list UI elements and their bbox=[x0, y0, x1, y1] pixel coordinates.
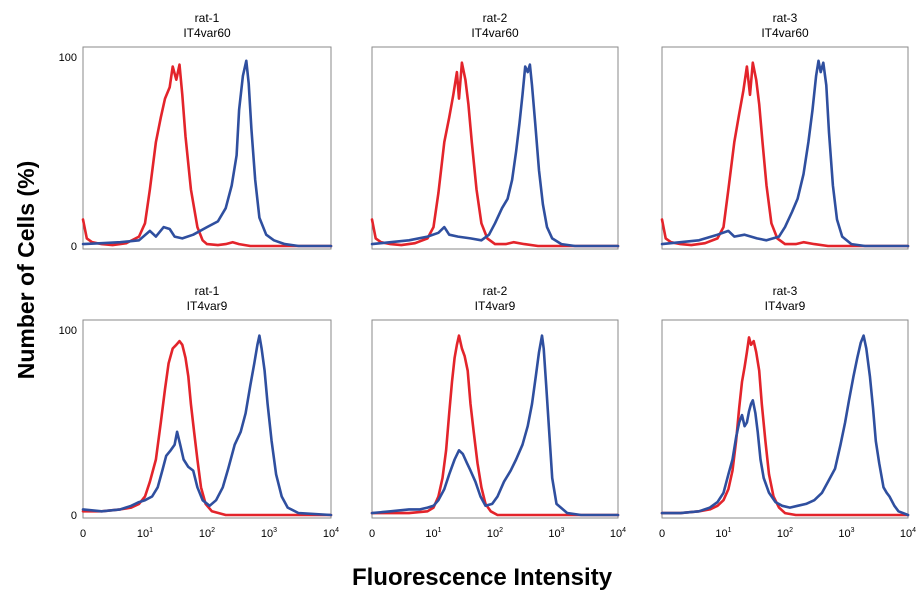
x-tick-label: 104 bbox=[323, 527, 339, 540]
x-tick-label: 104 bbox=[900, 527, 916, 540]
x-tick-label: 103 bbox=[548, 527, 564, 540]
blue-series-line bbox=[81, 59, 333, 248]
red-series-line bbox=[81, 339, 333, 517]
x-tick-exponent: 4 bbox=[622, 527, 626, 534]
x-axis-label: Fluorescence Intensity bbox=[352, 564, 613, 591]
blue-series-line bbox=[81, 334, 333, 517]
x-tick-exponent: 3 bbox=[273, 527, 277, 534]
panel-title-line1: rat-3 bbox=[773, 11, 798, 25]
x-tick-exponent: 1 bbox=[149, 527, 153, 534]
x-tick-label: 101 bbox=[425, 527, 441, 540]
x-tick-label: 103 bbox=[261, 527, 277, 540]
red-series-line bbox=[660, 336, 910, 517]
panel-frame bbox=[371, 46, 619, 250]
panel-title-line1: rat-2 bbox=[483, 11, 508, 25]
panel-title-line1: rat-2 bbox=[483, 284, 508, 298]
panel-title-line2: IT4var60 bbox=[183, 26, 231, 40]
blue-series-line bbox=[370, 334, 620, 517]
panel-frame bbox=[371, 319, 619, 519]
x-tick-label: 103 bbox=[838, 527, 854, 540]
y-tick-label: 0 bbox=[71, 510, 77, 522]
panel-frame bbox=[82, 46, 332, 250]
y-tick-label: 0 bbox=[71, 241, 77, 253]
red-series-line bbox=[660, 61, 910, 248]
panel-title-line2: IT4var60 bbox=[471, 26, 519, 40]
panel-frame bbox=[661, 319, 909, 519]
blue-series-line bbox=[660, 59, 910, 248]
x-tick-exponent: 4 bbox=[335, 527, 339, 534]
y-tick-label: 100 bbox=[59, 52, 77, 64]
red-series-line bbox=[370, 334, 620, 517]
panel-title-line2: IT4var9 bbox=[765, 299, 806, 313]
red-series-line bbox=[370, 61, 620, 248]
panel-title-line2: IT4var60 bbox=[761, 26, 809, 40]
panel-title-line1: rat-1 bbox=[195, 284, 220, 298]
y-axis-label: Number of Cells (%) bbox=[13, 161, 39, 380]
panel-title-line2: IT4var9 bbox=[475, 299, 516, 313]
blue-series-line bbox=[370, 63, 620, 248]
x-tick-exponent: 2 bbox=[499, 527, 503, 534]
x-tick-exponent: 4 bbox=[912, 527, 916, 534]
red-series-line bbox=[81, 63, 333, 248]
x-tick-label: 0 bbox=[369, 528, 375, 540]
panel-title-line1: rat-3 bbox=[773, 284, 798, 298]
x-tick-label: 101 bbox=[715, 527, 731, 540]
x-tick-label: 104 bbox=[610, 527, 626, 540]
panel-frame bbox=[82, 319, 332, 519]
x-tick-exponent: 1 bbox=[438, 527, 442, 534]
x-tick-label: 102 bbox=[487, 527, 503, 540]
x-tick-label: 102 bbox=[777, 527, 793, 540]
y-tick-label: 100 bbox=[59, 325, 77, 337]
panel-title-line1: rat-1 bbox=[195, 11, 220, 25]
x-tick-label: 0 bbox=[80, 528, 86, 540]
x-tick-exponent: 3 bbox=[561, 527, 565, 534]
x-tick-label: 101 bbox=[137, 527, 153, 540]
panel-frame bbox=[661, 46, 909, 250]
panels-group: rat-1IT4var601000rat-2IT4var60rat-3IT4va… bbox=[59, 11, 917, 540]
panel-title-line2: IT4var9 bbox=[187, 299, 228, 313]
x-tick-label: 102 bbox=[199, 527, 215, 540]
x-tick-exponent: 2 bbox=[211, 527, 215, 534]
x-tick-exponent: 1 bbox=[728, 527, 732, 534]
x-tick-exponent: 2 bbox=[789, 527, 793, 534]
x-tick-label: 0 bbox=[659, 528, 665, 540]
x-tick-exponent: 3 bbox=[851, 527, 855, 534]
blue-series-line bbox=[660, 334, 910, 517]
